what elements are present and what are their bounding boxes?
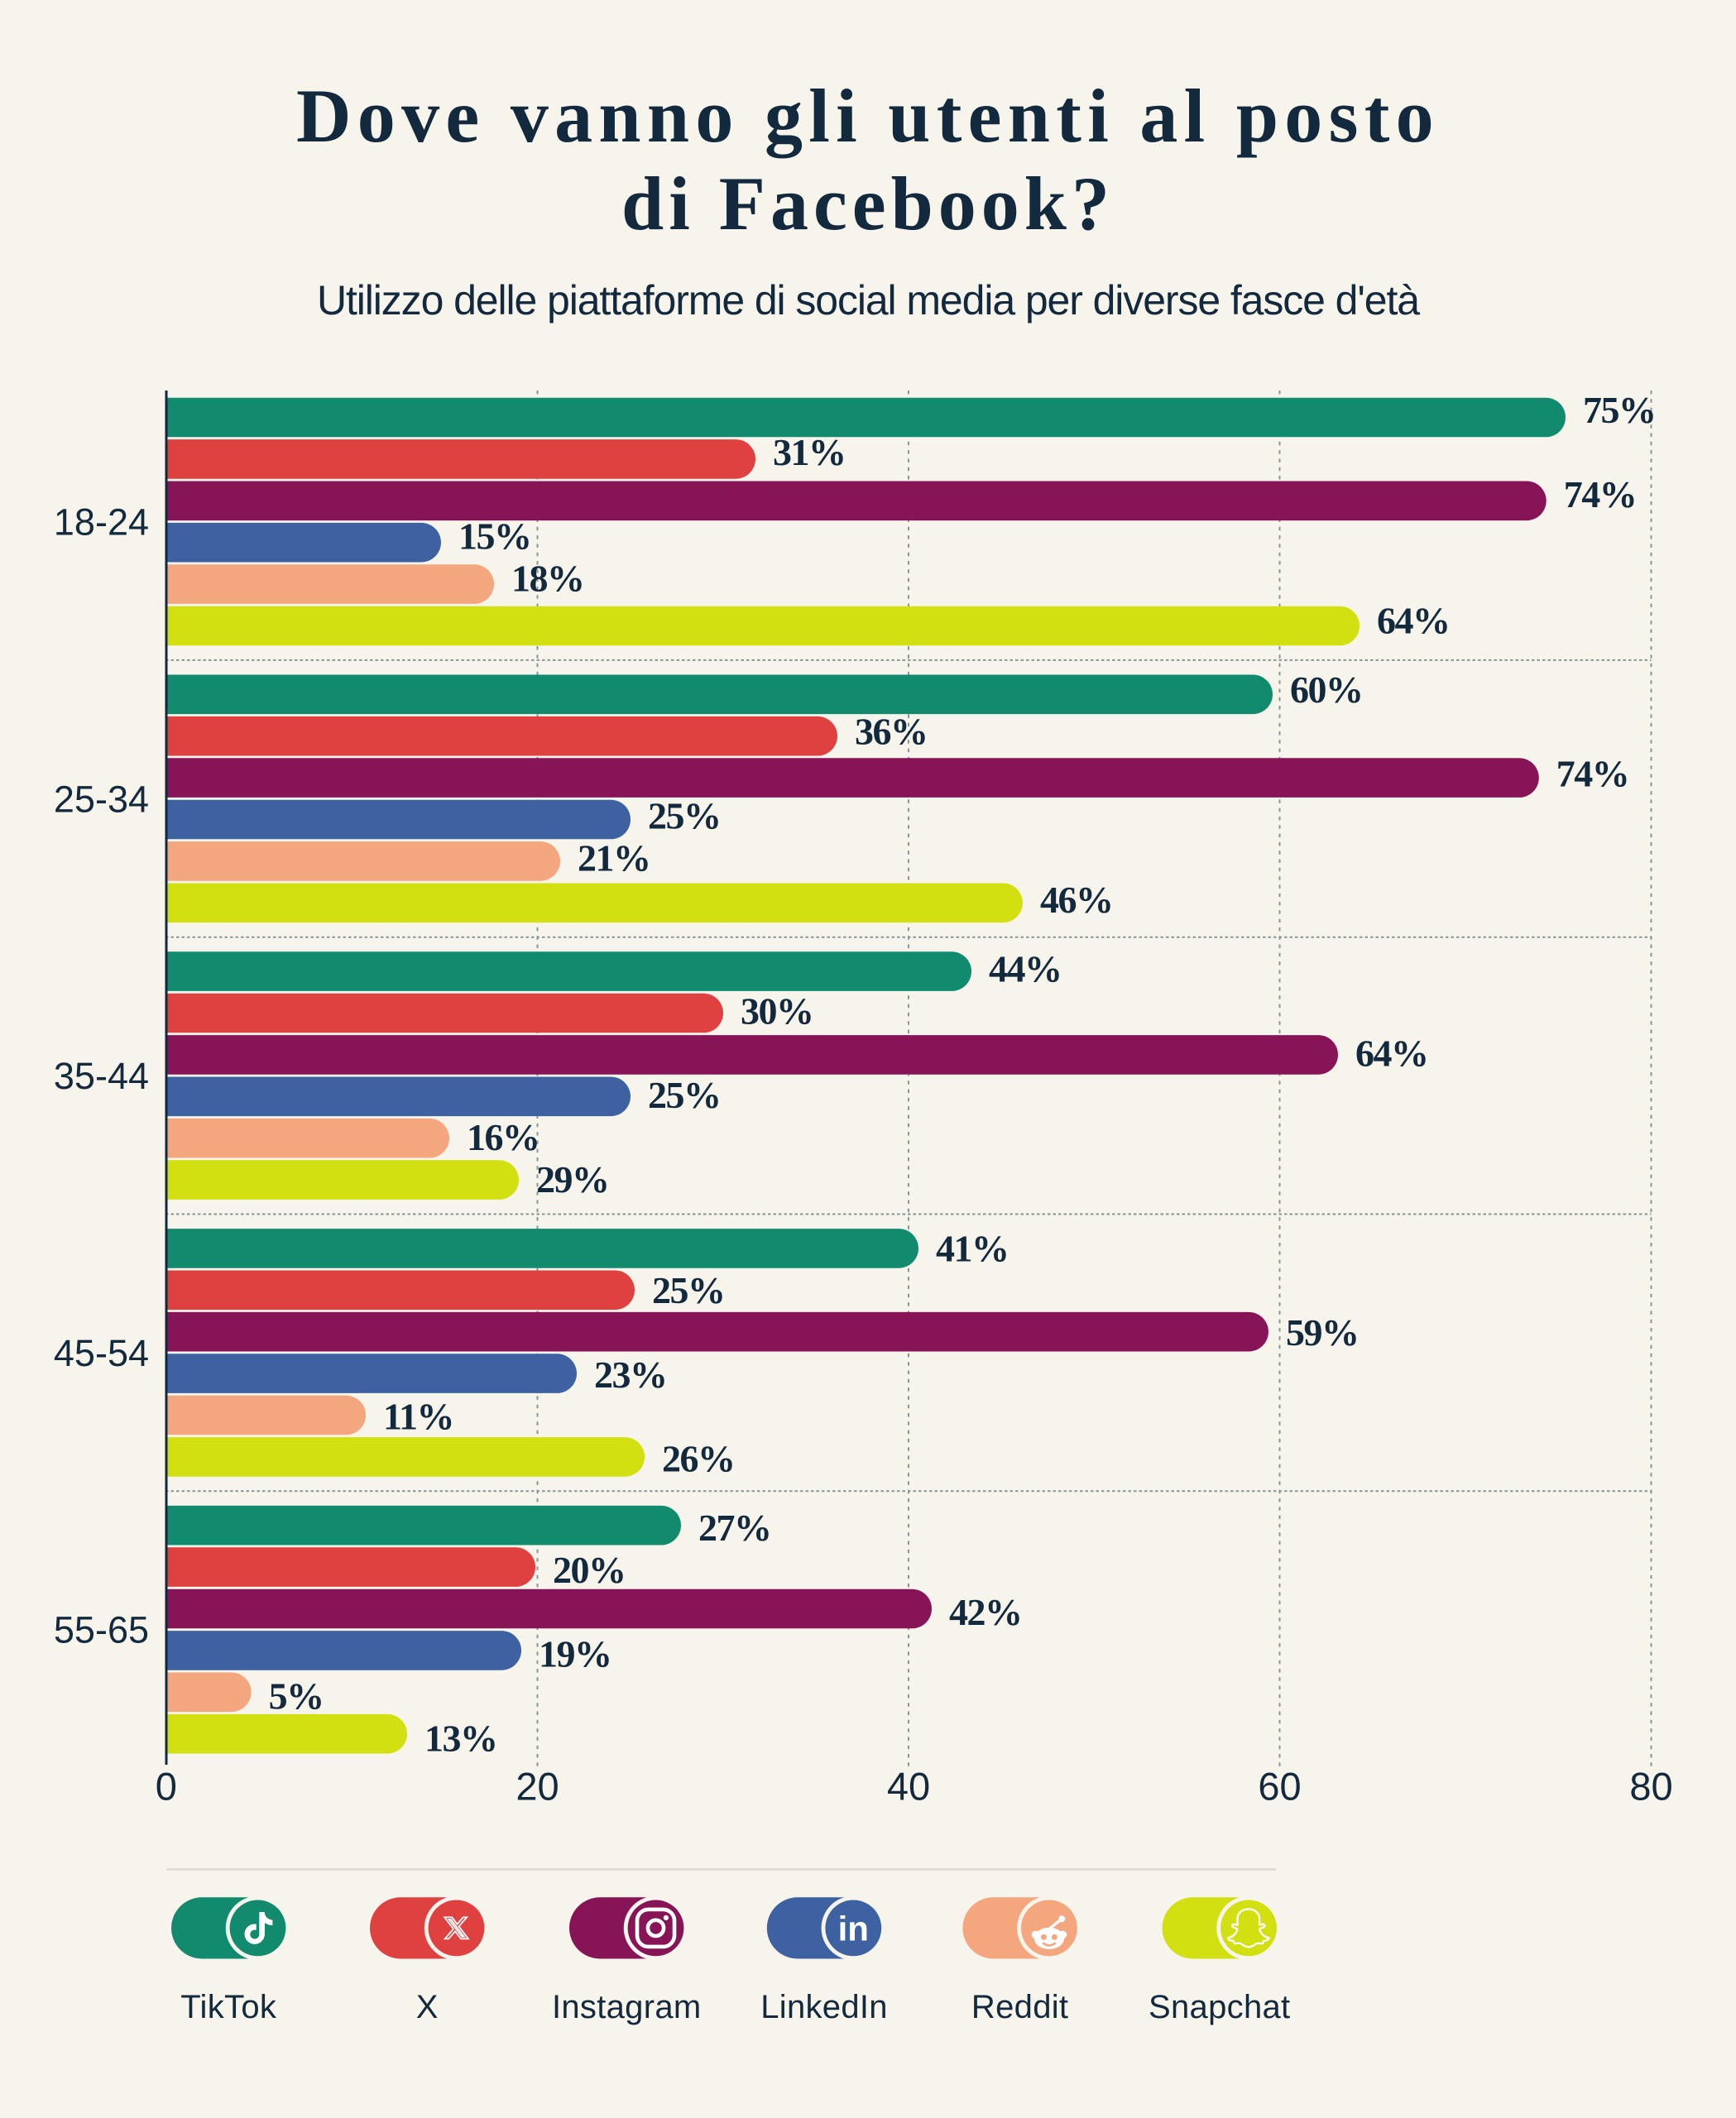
svg-text:5%: 5% [269, 1675, 324, 1718]
svg-text:30%: 30% [741, 990, 813, 1033]
svg-text:11%: 11% [383, 1396, 453, 1438]
svg-text:15%: 15% [458, 515, 531, 558]
svg-text:29%: 29% [536, 1158, 609, 1200]
svg-text:44%: 44% [989, 948, 1062, 990]
svg-text:21%: 21% [578, 836, 650, 879]
svg-text:26%: 26% [662, 1438, 735, 1480]
svg-text:59%: 59% [1286, 1311, 1359, 1354]
svg-text:18-24: 18-24 [54, 501, 149, 544]
svg-text:20%: 20% [553, 1549, 626, 1591]
svg-text:41%: 41% [936, 1227, 1009, 1269]
svg-text:TikTok: TikTok [180, 1989, 277, 2025]
svg-text:80: 80 [1629, 1765, 1672, 1809]
svg-text:25%: 25% [648, 1074, 721, 1116]
svg-text:LinkedIn: LinkedIn [760, 1989, 888, 2025]
svg-text:Utilizzo delle piattaforme di: Utilizzo delle piattaforme di social med… [317, 277, 1420, 323]
svg-text:25%: 25% [652, 1269, 725, 1311]
svg-text:75%: 75% [1583, 389, 1656, 431]
svg-text:Dove vanno gli utenti al posto: Dove vanno gli utenti al posto [296, 74, 1440, 158]
svg-text:13%: 13% [424, 1717, 497, 1759]
svg-text:0: 0 [156, 1765, 177, 1809]
svg-text:Instagram: Instagram [552, 1989, 702, 2025]
svg-text:31%: 31% [773, 431, 846, 473]
svg-text:23%: 23% [594, 1354, 667, 1396]
svg-text:19%: 19% [539, 1633, 611, 1675]
svg-text:di Facebook?: di Facebook? [621, 161, 1115, 246]
svg-text:16%: 16% [467, 1116, 540, 1158]
svg-text:60: 60 [1258, 1765, 1301, 1809]
svg-text:in: in [838, 1909, 869, 1948]
svg-text:42%: 42% [949, 1591, 1022, 1633]
svg-text:46%: 46% [1040, 879, 1113, 921]
svg-text:74%: 74% [1556, 753, 1629, 795]
svg-text:74%: 74% [1564, 473, 1637, 515]
svg-text:35-44: 35-44 [54, 1055, 149, 1097]
svg-text:64%: 64% [1355, 1032, 1428, 1074]
svg-text:60%: 60% [1290, 668, 1363, 711]
svg-text:25%: 25% [648, 794, 721, 836]
svg-text:64%: 64% [1377, 599, 1450, 641]
svg-text:25-34: 25-34 [54, 778, 149, 820]
svg-text:55-65: 55-65 [54, 1609, 149, 1651]
svg-text:Snapchat: Snapchat [1149, 1989, 1290, 2025]
svg-text:X: X [416, 1989, 439, 2025]
svg-text:40: 40 [887, 1765, 930, 1809]
svg-text:Reddit: Reddit [971, 1989, 1068, 2025]
svg-text:45-54: 45-54 [54, 1332, 149, 1374]
svg-text:36%: 36% [855, 711, 928, 753]
svg-text:18%: 18% [511, 558, 584, 600]
svg-text:20: 20 [516, 1765, 559, 1809]
svg-text:27%: 27% [698, 1507, 771, 1549]
